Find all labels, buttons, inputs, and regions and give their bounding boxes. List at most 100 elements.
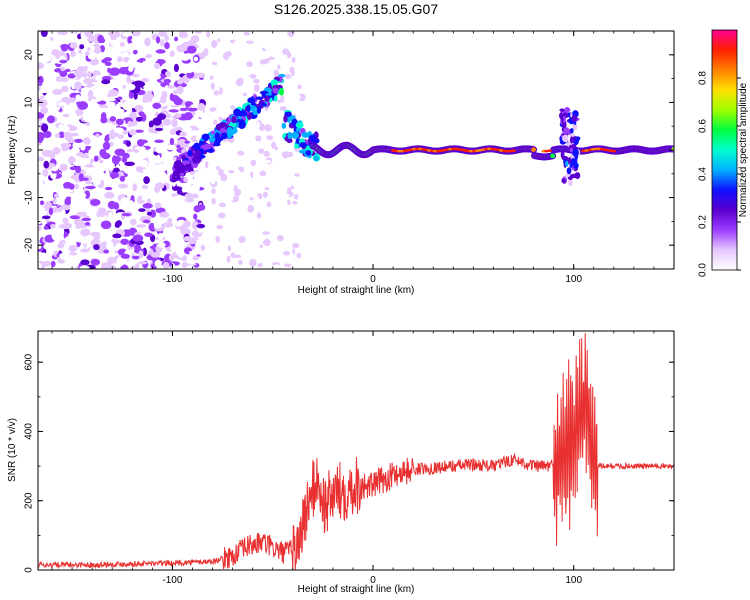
noise-blob — [273, 250, 280, 255]
noise-blob — [201, 258, 209, 262]
noise-blob — [120, 238, 129, 245]
noise-blob — [75, 152, 85, 157]
noise-blob — [41, 217, 46, 227]
noise-blob — [38, 180, 44, 188]
noise-blob — [149, 209, 157, 218]
noise-blob — [151, 74, 161, 80]
noise-blob — [143, 176, 150, 185]
noise-blob — [262, 52, 271, 59]
noise-blob — [144, 53, 153, 59]
rising-tone-blob — [191, 163, 196, 168]
noise-blob — [155, 127, 164, 132]
noise-blob — [129, 129, 137, 136]
noise-blob — [55, 52, 61, 60]
noise-blob — [60, 66, 65, 72]
noise-blob — [83, 31, 94, 38]
noise-blob — [173, 63, 179, 73]
noise-blob — [155, 36, 161, 44]
noise-blob — [38, 230, 42, 239]
noise-blob — [69, 215, 81, 220]
noise-blob — [83, 125, 94, 130]
rising-tone-blob — [173, 162, 179, 170]
rising-tone-blob — [179, 172, 185, 176]
noise-blob — [213, 90, 220, 96]
noise-blob — [46, 115, 56, 124]
noise-blob — [226, 256, 231, 263]
noise-blob — [64, 68, 71, 73]
noise-blob — [119, 175, 126, 182]
noise-blob — [121, 51, 129, 57]
noise-blob — [84, 51, 90, 56]
spectrogram-y-tick-label: 10 — [24, 96, 35, 108]
noise-blob — [103, 249, 110, 254]
noise-blob — [211, 197, 216, 205]
noise-blob — [96, 94, 102, 102]
noise-blob — [132, 73, 140, 78]
noise-blob — [150, 171, 158, 179]
noise-blob — [234, 258, 238, 264]
noise-blob — [61, 209, 66, 216]
noise-blob — [69, 132, 79, 137]
noise-blob — [85, 185, 96, 190]
burst-blob — [562, 134, 569, 143]
noise-blob — [173, 195, 180, 201]
burst-blob — [572, 123, 578, 131]
noise-blob — [227, 169, 235, 174]
noise-blob — [233, 254, 242, 259]
noise-blob — [264, 187, 270, 191]
noise-blob — [172, 186, 183, 191]
noise-blob — [93, 46, 102, 54]
noise-blob — [224, 50, 232, 57]
transition-blob — [301, 132, 310, 138]
noise-blob — [238, 77, 244, 83]
noise-blob — [74, 234, 85, 243]
noise-blob — [162, 261, 170, 269]
spectrogram-frame — [37, 30, 675, 270]
noise-blob — [259, 170, 267, 177]
noise-blob — [38, 262, 42, 269]
noise-blob — [184, 197, 195, 203]
noise-blob — [211, 39, 218, 48]
noise-blob — [95, 225, 102, 234]
noise-blob — [132, 234, 144, 242]
noise-blob — [75, 165, 82, 174]
noise-blob — [139, 57, 146, 62]
noise-blob — [154, 158, 164, 164]
noise-blob — [98, 104, 109, 109]
noise-blob — [258, 40, 263, 47]
noise-blob — [184, 101, 194, 107]
noise-blob — [80, 259, 90, 266]
noise-blob — [183, 235, 192, 242]
noise-blob — [92, 174, 98, 179]
noise-blob — [160, 94, 167, 104]
noise-blob — [69, 42, 78, 49]
noise-blob — [299, 40, 304, 47]
noise-blob — [234, 188, 242, 197]
noise-blob — [268, 70, 273, 78]
noise-blob — [171, 118, 178, 128]
noise-blob — [217, 212, 226, 219]
narrowband-core-blob — [611, 149, 617, 153]
noise-blob — [50, 224, 56, 229]
rising-tone-blob — [231, 116, 237, 124]
noise-blob — [277, 64, 281, 70]
noise-blob — [122, 152, 130, 159]
noise-blob — [205, 118, 210, 123]
noise-blob — [67, 125, 78, 132]
burst-blob — [565, 160, 569, 167]
noise-blob — [188, 250, 199, 255]
noise-blob — [203, 48, 209, 56]
noise-blob — [227, 78, 232, 85]
noise-blob — [39, 252, 47, 257]
noise-blob — [154, 202, 162, 209]
noise-blob — [291, 253, 295, 257]
colorbar — [712, 30, 737, 270]
transition-blob — [295, 121, 304, 129]
noise-blob — [179, 31, 187, 37]
noise-blob — [53, 35, 58, 42]
noise-blob — [40, 83, 52, 93]
noise-blob — [41, 54, 52, 63]
noise-blob — [111, 31, 121, 38]
noise-blob — [213, 49, 218, 56]
noise-blob — [73, 183, 79, 189]
